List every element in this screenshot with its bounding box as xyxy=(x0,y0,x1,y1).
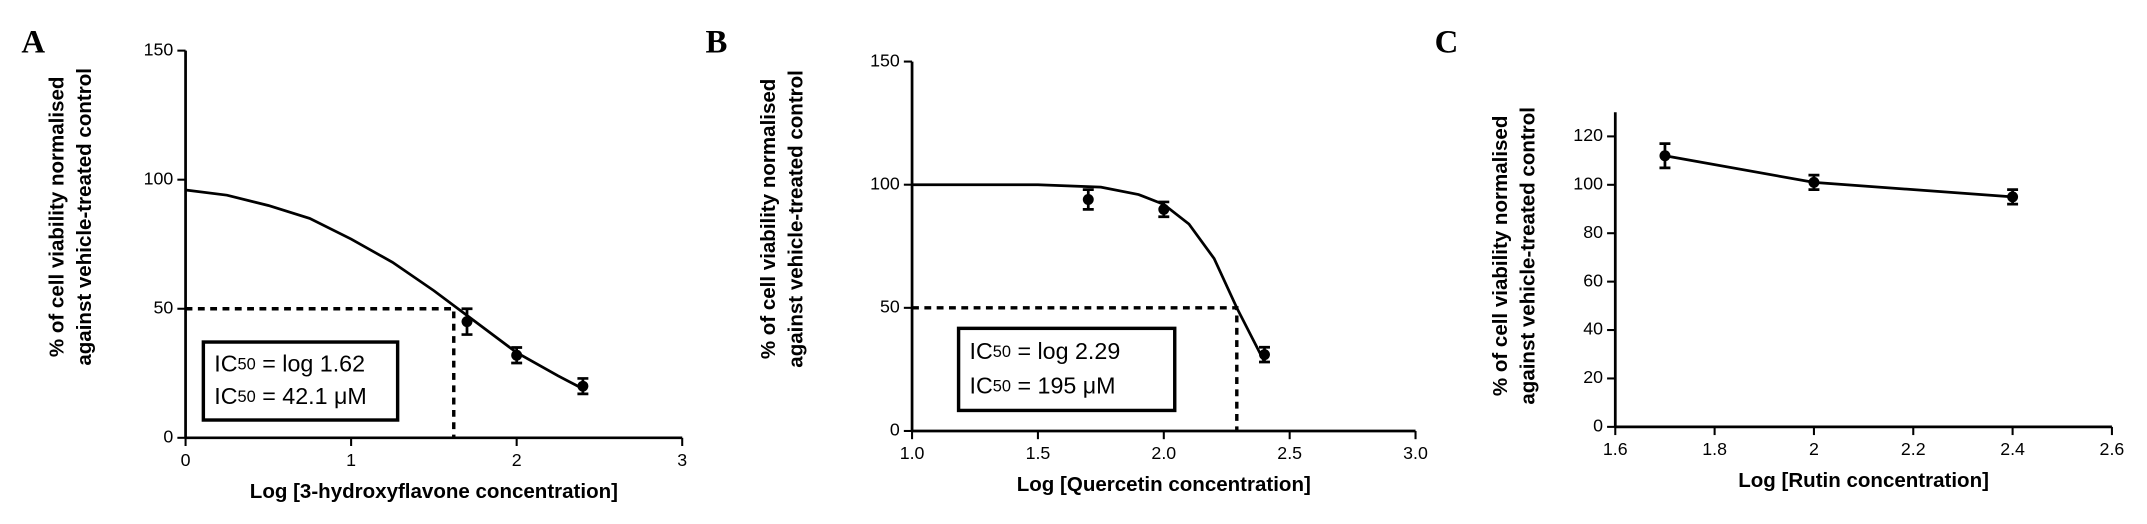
data-point xyxy=(461,316,473,328)
y-axis-title: against vehicle-treated control xyxy=(73,68,96,366)
x-tick-label: 2.5 xyxy=(1277,443,1302,463)
annotation-box xyxy=(201,340,400,422)
data-point xyxy=(511,349,523,361)
data-point xyxy=(1158,203,1170,215)
y-tick-label: 100 xyxy=(1573,174,1603,194)
y-tick-label: 80 xyxy=(1583,222,1603,242)
x-tick-label: 2 xyxy=(1809,439,1819,459)
data-point xyxy=(1259,349,1270,361)
x-tick-label: 1.0 xyxy=(900,443,925,463)
data-point xyxy=(1808,176,1820,188)
x-tick-label: 2 xyxy=(512,450,522,470)
y-tick-label: 100 xyxy=(144,168,174,188)
ic50-guide xyxy=(912,306,1239,431)
annotation: IC50 = log 1.62 xyxy=(214,351,365,377)
data-point xyxy=(1082,194,1094,205)
x-tick-label: 3.0 xyxy=(1403,443,1428,463)
x-axis-title: Log [Quercetin concentration] xyxy=(1017,473,1311,496)
panel-label: A xyxy=(21,25,45,61)
data-point xyxy=(577,380,589,392)
y-tick-label: 20 xyxy=(1583,367,1603,387)
annotation-text: = log 1.62 xyxy=(256,351,365,377)
fit-curve xyxy=(912,183,1266,363)
annotation: IC50 = log 2.29 xyxy=(970,338,1121,364)
y-tick-label: 50 xyxy=(880,297,900,317)
x-tick-label: 2.0 xyxy=(1151,443,1176,463)
y-tick-label: 150 xyxy=(144,39,174,59)
annotation-box xyxy=(956,326,1177,413)
y-tick-label: 0 xyxy=(163,427,173,447)
annotation-text: = 195 μM xyxy=(1011,373,1116,399)
x-tick-label: 2.2 xyxy=(1901,439,1926,459)
x-tick-label: 2.4 xyxy=(2000,439,2025,459)
y-tick-label: 150 xyxy=(870,50,900,70)
y-tick-label: 60 xyxy=(1583,270,1603,290)
y-axis-title: against vehicle-treated control xyxy=(1517,107,1540,405)
y-tick-label: 0 xyxy=(890,420,900,440)
y-tick-label: 120 xyxy=(1573,125,1603,145)
annotation-text: = log 2.29 xyxy=(1011,338,1120,364)
annotation-subscript: 50 xyxy=(238,356,256,374)
series-line xyxy=(1664,154,2013,199)
x-tick-label: 0 xyxy=(181,450,191,470)
annotation-subscript: 50 xyxy=(993,343,1011,361)
x-tick-label: 1.6 xyxy=(1603,439,1628,459)
y-axis-title: % of cell viability normalised xyxy=(1489,116,1512,396)
annotation: IC50 = 42.1 μM xyxy=(214,383,366,409)
panel-label: C xyxy=(1435,25,1459,61)
y-tick-label: 50 xyxy=(153,297,173,317)
y-tick-label: 100 xyxy=(870,173,900,193)
x-tick-label: 3 xyxy=(677,450,687,470)
y-tick-label: 0 xyxy=(1593,416,1603,436)
annotation-prefix: IC xyxy=(970,338,993,364)
x-tick-label: 2.6 xyxy=(2100,439,2125,459)
x-tick-label: 1 xyxy=(346,450,356,470)
annotation-subscript: 50 xyxy=(238,389,256,407)
x-axis-title: Log [Rutin concentration] xyxy=(1738,469,1989,492)
y-axis-title: % of cell viability normalised xyxy=(757,79,780,359)
data-point xyxy=(2007,191,2019,203)
annotation-prefix: IC xyxy=(970,373,993,399)
fit-curve xyxy=(185,188,584,390)
x-tick-label: 1.5 xyxy=(1026,443,1051,463)
y-tick-label: 40 xyxy=(1583,319,1603,339)
x-tick-label: 1.8 xyxy=(1702,439,1727,459)
y-axis-title: % of cell viability normalised xyxy=(46,77,69,357)
annotation-prefix: IC xyxy=(214,351,237,377)
annotation: IC50 = 195 μM xyxy=(970,373,1116,399)
annotation-subscript: 50 xyxy=(993,378,1011,396)
panel-label: B xyxy=(705,25,727,61)
x-axis-title: Log [3-hydroxyflavone concentration] xyxy=(250,480,618,503)
annotation-prefix: IC xyxy=(214,383,237,409)
ic50-guide xyxy=(185,307,456,438)
annotation-text: = 42.1 μM xyxy=(256,383,367,409)
y-axis-title: against vehicle-treated control xyxy=(785,70,808,368)
data-point xyxy=(1659,150,1671,162)
